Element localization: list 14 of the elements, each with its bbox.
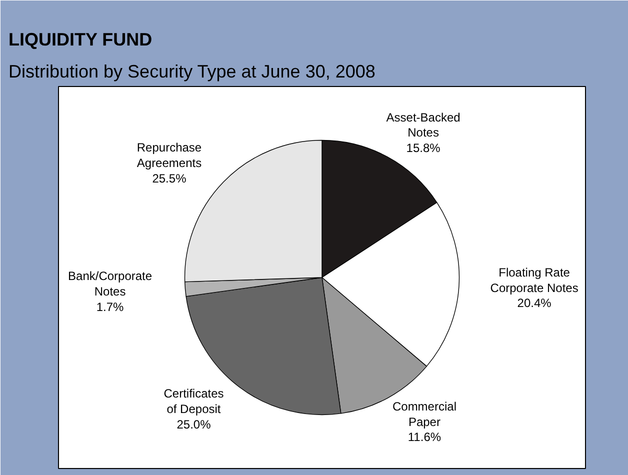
data-label: 25.5%	[152, 171, 187, 186]
chart-title: LIQUIDITY FUND	[8, 30, 152, 50]
slice-label: Floating Rate Corporate Notes	[490, 265, 578, 295]
data-label: 15.8%	[406, 141, 441, 156]
chart-subtitle: Distribution by Security Type at June 30, 2008	[8, 62, 376, 82]
data-label: 25.0%	[176, 417, 212, 432]
slice-label: Repurchase Agreements	[136, 140, 202, 170]
data-label: 1.7%	[96, 300, 124, 314]
slice-label: Commercial Paper	[392, 399, 456, 429]
slice-label: Bank/Corporate Notes	[68, 269, 152, 298]
slice-label: Certificates of Deposit	[164, 386, 224, 416]
data-label: 11.6%	[408, 430, 442, 444]
data-label: 20.4%	[517, 296, 552, 310]
slice-label: Asset-Backed Notes	[386, 110, 460, 140]
